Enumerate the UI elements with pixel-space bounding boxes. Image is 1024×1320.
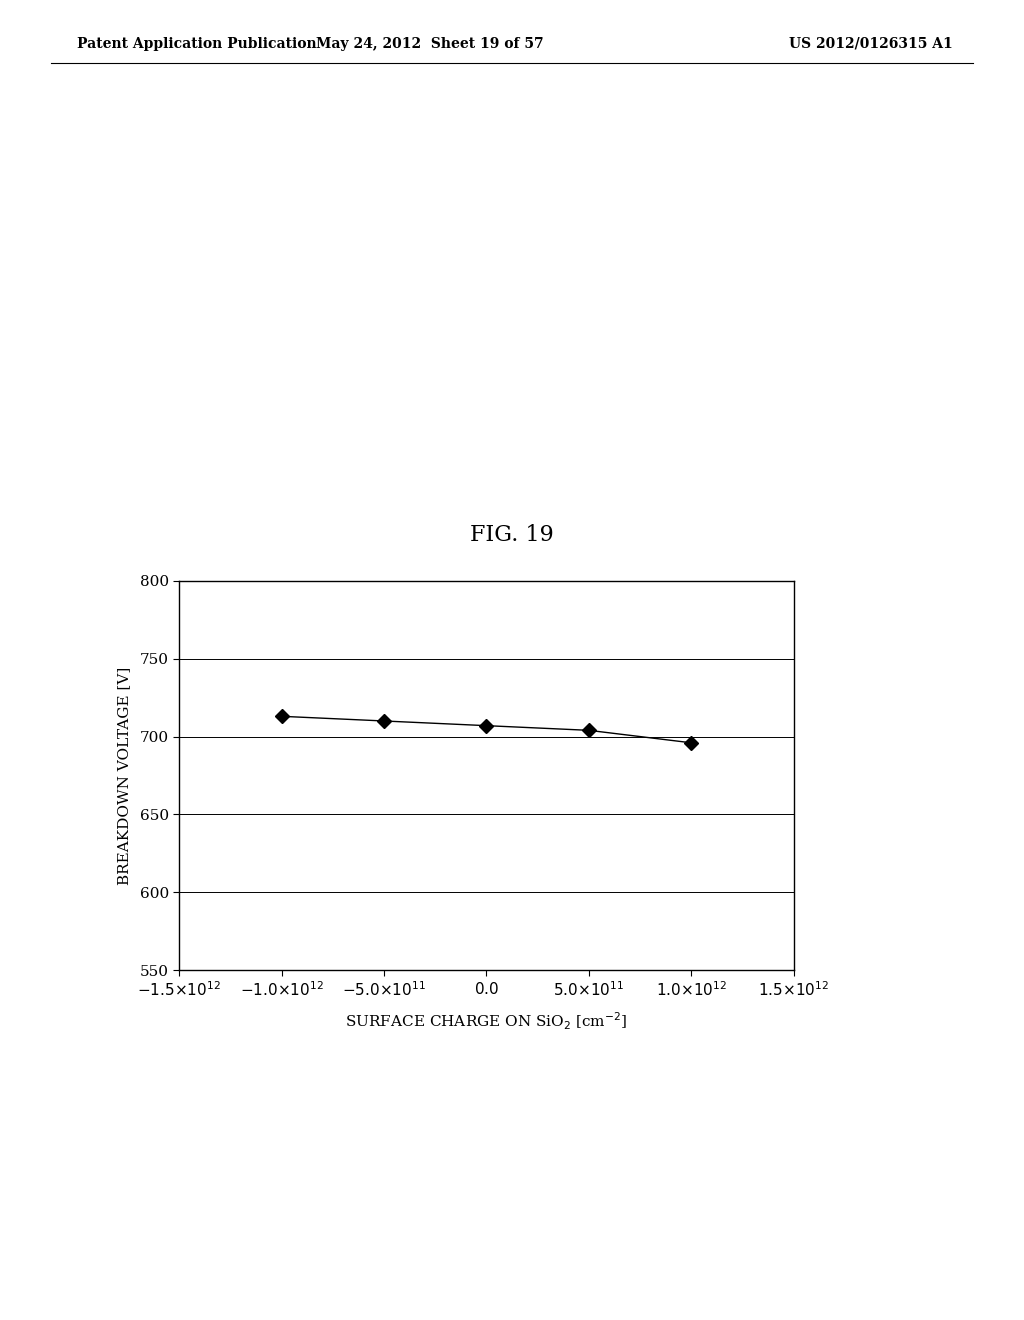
Text: Patent Application Publication: Patent Application Publication	[77, 37, 316, 51]
Text: US 2012/0126315 A1: US 2012/0126315 A1	[788, 37, 952, 51]
Text: May 24, 2012  Sheet 19 of 57: May 24, 2012 Sheet 19 of 57	[316, 37, 544, 51]
X-axis label: SURFACE CHARGE ON SiO$_2$ [cm$^{-2}$]: SURFACE CHARGE ON SiO$_2$ [cm$^{-2}$]	[345, 1010, 628, 1032]
Text: FIG. 19: FIG. 19	[470, 524, 554, 545]
Y-axis label: BREAKDOWN VOLTAGE [V]: BREAKDOWN VOLTAGE [V]	[117, 667, 131, 884]
